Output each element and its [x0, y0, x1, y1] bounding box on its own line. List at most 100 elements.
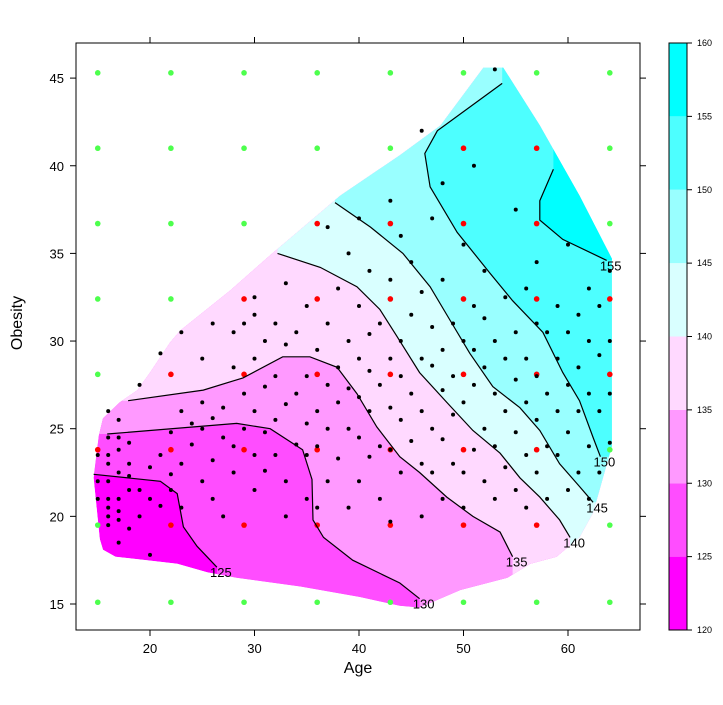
data-point: [325, 426, 330, 431]
data-point: [95, 479, 100, 484]
colorbar-tick-label: 160: [697, 38, 712, 48]
contour-line-145: [334, 202, 594, 503]
data-point: [398, 417, 403, 422]
data-point: [346, 426, 351, 431]
grid-point-outside: [168, 70, 174, 76]
data-point: [200, 400, 205, 405]
grid-point-inside: [387, 296, 394, 302]
grid-point-outside: [314, 599, 321, 606]
data-point: [566, 330, 570, 335]
grid-point-outside: [533, 599, 540, 606]
grid-point-outside: [94, 371, 101, 378]
data-point: [367, 454, 372, 459]
grid-point-outside: [168, 599, 174, 606]
grid-point-inside: [314, 371, 321, 378]
grid-point-inside: [241, 446, 247, 453]
data-point: [586, 339, 591, 344]
data-point: [409, 438, 414, 443]
data-point: [168, 430, 173, 435]
data-point: [503, 356, 508, 361]
data-point: [200, 479, 205, 484]
grid-point-inside: [241, 522, 247, 528]
data-point: [555, 409, 560, 414]
grid-point-outside: [94, 296, 101, 302]
data-point: [116, 509, 121, 514]
data-point: [336, 286, 341, 291]
data-point: [388, 198, 393, 203]
data-point: [325, 382, 330, 387]
data-point: [430, 363, 435, 368]
data-point: [127, 474, 132, 479]
contour-fills: [93, 67, 612, 608]
data-point: [346, 505, 351, 510]
grid-point-outside: [607, 522, 613, 528]
data-point: [388, 447, 393, 452]
grid-point-outside: [241, 70, 247, 76]
data-point: [513, 430, 518, 435]
y-tick-label: 30: [50, 334, 64, 349]
contour-label-140: 140: [563, 535, 585, 550]
data-point: [377, 444, 382, 449]
data-point: [262, 430, 267, 435]
data-point: [106, 496, 111, 501]
data-point: [179, 330, 184, 335]
data-point: [106, 435, 111, 440]
data-point: [252, 312, 257, 317]
colorbar-tick-label: 150: [697, 185, 712, 195]
x-tick-label: 40: [352, 641, 366, 656]
data-point: [471, 303, 476, 308]
data-point: [576, 312, 581, 317]
contour-label-125: 125: [210, 565, 232, 580]
data-point: [357, 435, 361, 440]
grid-point-inside: [241, 296, 247, 302]
contour-line-130: [107, 422, 420, 600]
data-point: [576, 365, 581, 370]
colorbar-tick-label: 145: [697, 258, 712, 268]
data-point: [440, 347, 445, 352]
data-point: [503, 409, 508, 414]
data-point: [398, 233, 403, 238]
data-point: [607, 268, 612, 273]
data-point: [283, 342, 288, 347]
colorbar-band-145: [669, 189, 687, 264]
data-point: [158, 503, 163, 508]
data-point: [221, 435, 226, 440]
data-point: [346, 251, 351, 256]
data-point: [252, 452, 257, 457]
data-point: [137, 382, 142, 387]
data-point: [430, 325, 435, 330]
data-point: [388, 405, 393, 410]
data-point: [116, 417, 121, 422]
grid-point-outside: [168, 145, 174, 152]
data-point: [440, 496, 445, 501]
y-tick-label: 25: [50, 422, 64, 437]
data-point: [597, 470, 602, 475]
data-point: [148, 552, 152, 557]
data-point: [221, 405, 226, 410]
plot-frame: [75, 42, 641, 631]
data-point: [106, 409, 111, 414]
grid-point-inside: [460, 296, 467, 302]
grid-point-outside: [607, 446, 613, 453]
data-point: [471, 163, 476, 168]
grid-point-inside: [460, 220, 467, 227]
data-point: [471, 382, 476, 387]
data-point: [283, 514, 288, 519]
data-point: [148, 496, 152, 501]
data-point: [419, 461, 424, 466]
data-point: [566, 488, 570, 493]
y-tick-label: 15: [50, 597, 64, 612]
colorbar-band-125: [669, 483, 687, 557]
colorbar: 120 125 130 135 140 145 150 155 160: [668, 38, 712, 635]
data-point: [148, 465, 152, 470]
grid-point-outside: [607, 599, 613, 606]
data-point: [304, 303, 309, 308]
data-point: [440, 277, 445, 282]
grid-point-inside: [460, 371, 467, 378]
data-point: [315, 409, 320, 414]
data-point: [503, 465, 508, 470]
grid-point-inside: [168, 446, 174, 453]
data-point: [597, 303, 602, 308]
data-point: [440, 437, 445, 442]
data-point: [534, 260, 539, 265]
